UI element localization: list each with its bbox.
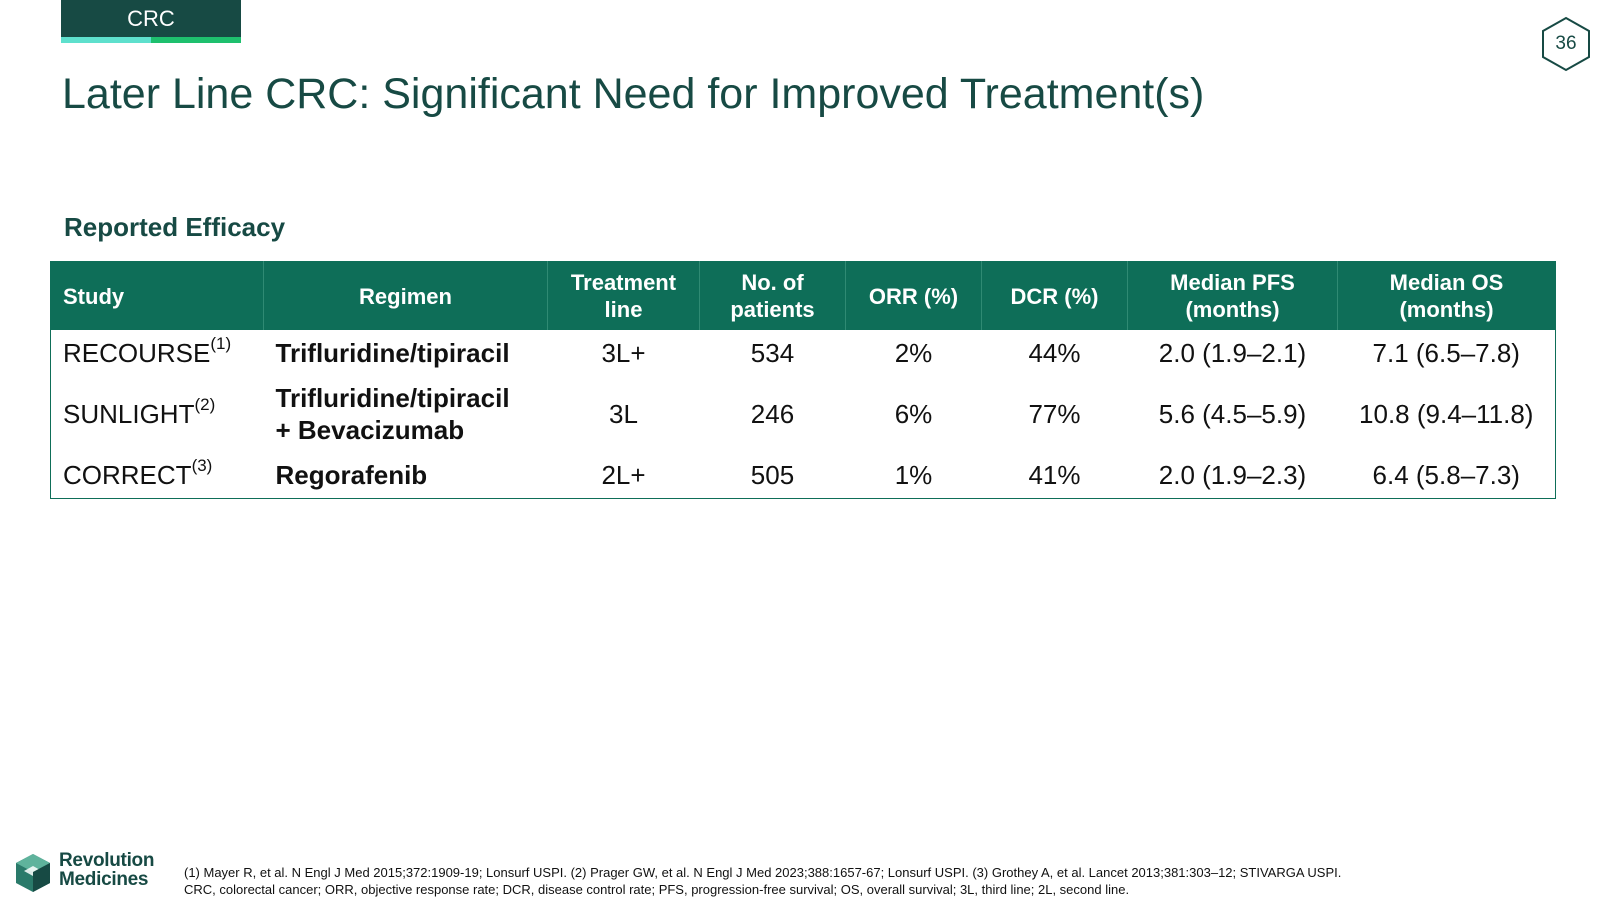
column-header: DCR (%) (981, 261, 1128, 330)
column-header: Treatment line (547, 261, 700, 330)
column-header: Regimen (263, 261, 548, 330)
pfs-cell: 5.6 (4.5–5.9) (1158, 399, 1307, 429)
reference-marker: (3) (191, 456, 213, 475)
treatment-line-cell: 2L+ (601, 460, 646, 490)
logo-line-1: Revolution (59, 850, 155, 871)
page-number: 36 (1555, 33, 1577, 54)
patients-cell: 505 (750, 460, 795, 490)
footnote-references: (1) Mayer R, et al. N Engl J Med 2015;37… (184, 865, 1342, 880)
section-tab: CRC (61, 0, 241, 37)
column-header: No. of patients (699, 261, 846, 330)
dcr-cell: 41% (1028, 460, 1081, 490)
logo-wordmark: Revolution Medicines (59, 851, 154, 889)
study-cell: RECOURSE(1) (51, 330, 264, 376)
page-title: Later Line CRC: Significant Need for Imp… (62, 70, 1205, 118)
study-name: SUNLIGHT (63, 399, 195, 429)
pfs-cell: 2.0 (1.9–2.3) (1158, 460, 1307, 490)
study-cell: SUNLIGHT(2) (51, 376, 264, 452)
footnotes: (1) Mayer R, et al. N Engl J Med 2015;37… (184, 864, 1584, 898)
column-header: Study (50, 261, 264, 330)
treatment-line-cell: 3L+ (601, 338, 646, 368)
regimen-text: Trifluridine/tipiracil (275, 383, 510, 413)
underline-green (151, 37, 241, 43)
study-name: RECOURSE (63, 338, 211, 368)
footnote-abbreviations: CRC, colorectal cancer; ORR, objective r… (184, 882, 1130, 897)
orr-cell: 6% (894, 399, 933, 429)
page-number-badge: 36 (1538, 16, 1594, 72)
patients-cell: 246 (750, 399, 795, 429)
section-subtitle: Reported Efficacy (64, 212, 286, 242)
regimen-cell: Trifluridine/tipiracil + Bevacizumab (264, 376, 548, 452)
dcr-cell: 77% (1028, 399, 1081, 429)
orr-cell: 1% (894, 460, 933, 490)
hexagon-icon (1542, 16, 1590, 72)
underline-teal (61, 37, 151, 43)
dcr-cell: 44% (1028, 338, 1081, 368)
logo-mark-icon (16, 854, 50, 892)
orr-cell: 2% (894, 338, 933, 368)
table-row: RECOURSE(1) Trifluridine/tipiracil 3L+ 5… (51, 330, 1556, 376)
regimen-text-line2: + Bevacizumab (275, 415, 465, 445)
regimen-cell: Trifluridine/tipiracil (264, 330, 548, 376)
os-cell: 6.4 (5.8–7.3) (1372, 460, 1520, 490)
study-cell: CORRECT(3) (51, 452, 264, 499)
table-row: CORRECT(3) Regorafenib 2L+ 505 1% 41% 2.… (51, 452, 1556, 499)
table-row: SUNLIGHT(2) Trifluridine/tipiracil + Beva… (51, 376, 1556, 452)
study-name: CORRECT (63, 460, 192, 490)
os-cell: 10.8 (9.4–11.8) (1359, 399, 1534, 429)
regimen-text: Trifluridine/tipiracil (275, 338, 510, 368)
column-header: Median OS (months) (1337, 261, 1556, 330)
pfs-cell: 2.0 (1.9–2.1) (1158, 338, 1307, 368)
table-header-row: Study Regimen Treatment line No. of pati… (50, 261, 1556, 330)
reference-marker: (1) (210, 334, 232, 353)
reference-marker: (2) (194, 395, 216, 414)
column-header: Median PFS (months) (1127, 261, 1338, 330)
efficacy-table: Study Regimen Treatment line No. of pati… (50, 261, 1556, 499)
section-tab-label: CRC (127, 5, 175, 31)
treatment-line-cell: 3L (609, 399, 638, 429)
regimen-text: Regorafenib (275, 460, 428, 490)
company-logo: Revolution Medicines (14, 851, 164, 895)
regimen-cell: Regorafenib (264, 452, 548, 499)
efficacy-table-container: Study Regimen Treatment line No. of pati… (50, 261, 1556, 499)
os-cell: 7.1 (6.5–7.8) (1372, 338, 1520, 368)
section-tab-underline (61, 37, 241, 43)
logo-line-2: Medicines (59, 869, 149, 890)
patients-cell: 534 (750, 338, 795, 368)
column-header: ORR (%) (845, 261, 982, 330)
